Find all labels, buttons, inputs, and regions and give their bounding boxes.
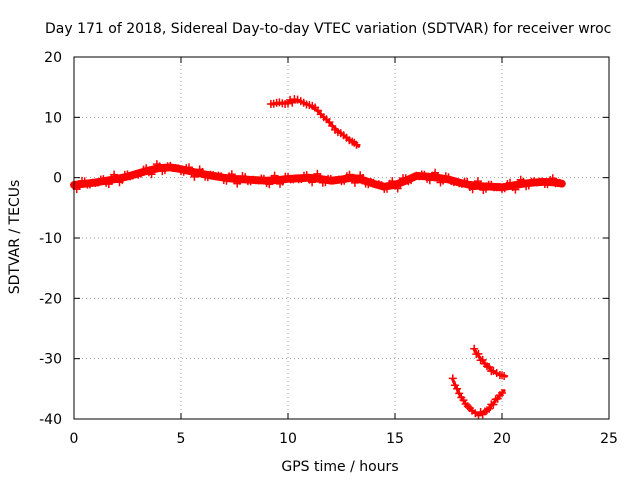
data-point-marker [514, 180, 522, 189]
data-point-marker [147, 170, 156, 179]
y-tick-label: -20 [39, 291, 62, 307]
data-point-marker [433, 173, 442, 182]
data-point-marker [112, 174, 121, 182]
data-point-marker [543, 180, 552, 189]
data-point-marker [340, 176, 349, 185]
data-point-marker [230, 175, 239, 184]
data-point-marker [316, 173, 325, 182]
y-tick-label: -30 [39, 352, 62, 368]
grid [74, 57, 609, 419]
data-point-marker [142, 164, 151, 173]
data-point-marker [519, 177, 528, 186]
data-point-marker [500, 372, 509, 380]
y-tick-label: 20 [44, 50, 62, 66]
axis-ticks: 0 5 10 15 20 25 -40 -30 -20 -10 0 10 20 [39, 50, 618, 447]
data-point-marker [481, 184, 490, 193]
data-point-marker [222, 176, 231, 185]
data-point-marker [265, 180, 274, 189]
data-point-marker [353, 175, 362, 184]
x-tick-label: 15 [386, 431, 404, 447]
data-point-marker [259, 174, 268, 183]
data-point-marker [352, 140, 361, 149]
data-point-marker [388, 177, 397, 186]
x-tick-label: 25 [600, 431, 618, 447]
data-point-marker [425, 176, 434, 185]
series-upper-arc [266, 95, 361, 149]
x-tick-label: 5 [177, 431, 186, 447]
data-point-marker [439, 176, 448, 185]
data-point-marker [358, 174, 367, 182]
data-point-marker [500, 184, 509, 193]
data-point-marker [448, 374, 457, 383]
data-point-marker [463, 177, 472, 186]
data-point-marker [468, 185, 477, 194]
data-point-marker [485, 404, 494, 413]
data-point-marker [118, 175, 127, 184]
data-point-marker [345, 170, 354, 179]
y-axis-label: SDTVAR / TECUs [7, 180, 23, 295]
y-tick-label: -40 [39, 412, 62, 428]
data-point-marker [107, 174, 116, 183]
data-point-marker [511, 185, 520, 194]
data-point-marker [383, 184, 391, 193]
data-point-marker [308, 178, 317, 187]
data-point-marker [555, 178, 564, 187]
data-point-marker [498, 389, 506, 397]
y-tick-label: 10 [44, 110, 62, 126]
data-point-marker [198, 167, 207, 176]
data-point-marker [455, 389, 464, 398]
data-point-marker [273, 175, 282, 184]
x-tick-label: 0 [70, 431, 79, 447]
data-point-marker [485, 363, 494, 371]
data-point-marker [278, 177, 287, 186]
data-point-marker [506, 178, 514, 187]
series-lower-arc [448, 374, 506, 420]
data-point-marker [431, 168, 440, 177]
x-tick-label: 10 [279, 431, 297, 447]
series-main-band [70, 160, 566, 194]
x-tick-label: 20 [493, 431, 511, 447]
data-point-marker [136, 169, 145, 178]
x-axis-label: GPS time / hours [281, 459, 398, 475]
data-point-marker [548, 174, 557, 183]
data-point-marker [155, 162, 164, 171]
data-point-marker [476, 180, 485, 189]
series-line [269, 98, 361, 148]
y-tick-label: -10 [39, 231, 62, 247]
data-point-marker [396, 180, 405, 189]
data-point-marker [185, 163, 193, 172]
data-point-marker [104, 180, 113, 189]
series-lower-segment [470, 344, 509, 380]
data-point-marker [453, 384, 462, 393]
data-point-marker [227, 170, 236, 179]
y-tick-label: 0 [53, 171, 62, 187]
chart-title: Day 171 of 2018, Sidereal Day-to-day VTE… [45, 21, 611, 37]
data-point-marker [302, 171, 311, 180]
data-point-marker [393, 184, 402, 193]
series-layer [70, 95, 566, 420]
data-point-marker [75, 182, 84, 190]
data-point-marker [187, 168, 196, 177]
data-point-marker [470, 344, 479, 353]
data-point-marker [193, 169, 202, 178]
data-point-marker [150, 165, 159, 174]
data-point-marker [489, 400, 498, 409]
data-point-marker [235, 176, 244, 185]
data-point-marker [474, 349, 483, 358]
